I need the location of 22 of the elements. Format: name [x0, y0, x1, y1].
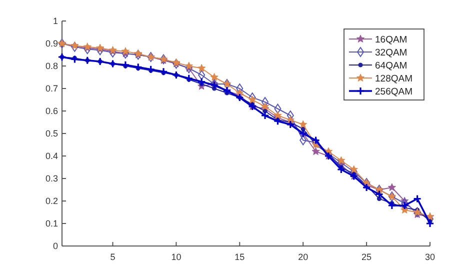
y-tick-label: 0.5 [45, 128, 58, 138]
y-tick-label: 0.1 [45, 218, 58, 228]
x-tick-label: 30 [424, 252, 436, 262]
y-tick-label: 0.4 [45, 151, 58, 161]
x-tick-label: 5 [110, 252, 116, 262]
y-tick-label: 1 [52, 16, 58, 26]
y-tick-label: 0 [52, 241, 58, 251]
legend-label: 256QAM [375, 86, 413, 98]
legend-label: 32QAM [375, 48, 408, 58]
x-tick-label: 15 [234, 252, 245, 262]
y-tick-label: 0.6 [45, 106, 58, 116]
legend-label: 16QAM [375, 34, 408, 46]
x-tick-label: 25 [362, 252, 372, 262]
y-tick-label: 0.3 [45, 174, 58, 184]
x-tick-label: 10 [171, 252, 182, 262]
y-tick-label: 0.9 [45, 38, 58, 48]
y-tick-label: 0.8 [45, 61, 58, 71]
legend-label: 128QAM [375, 74, 413, 84]
legend-label: 64QAM [375, 60, 408, 72]
y-tick-label: 0.2 [45, 196, 58, 206]
x-tick-label: 20 [298, 252, 308, 262]
y-tick-label: 0.7 [45, 84, 58, 94]
